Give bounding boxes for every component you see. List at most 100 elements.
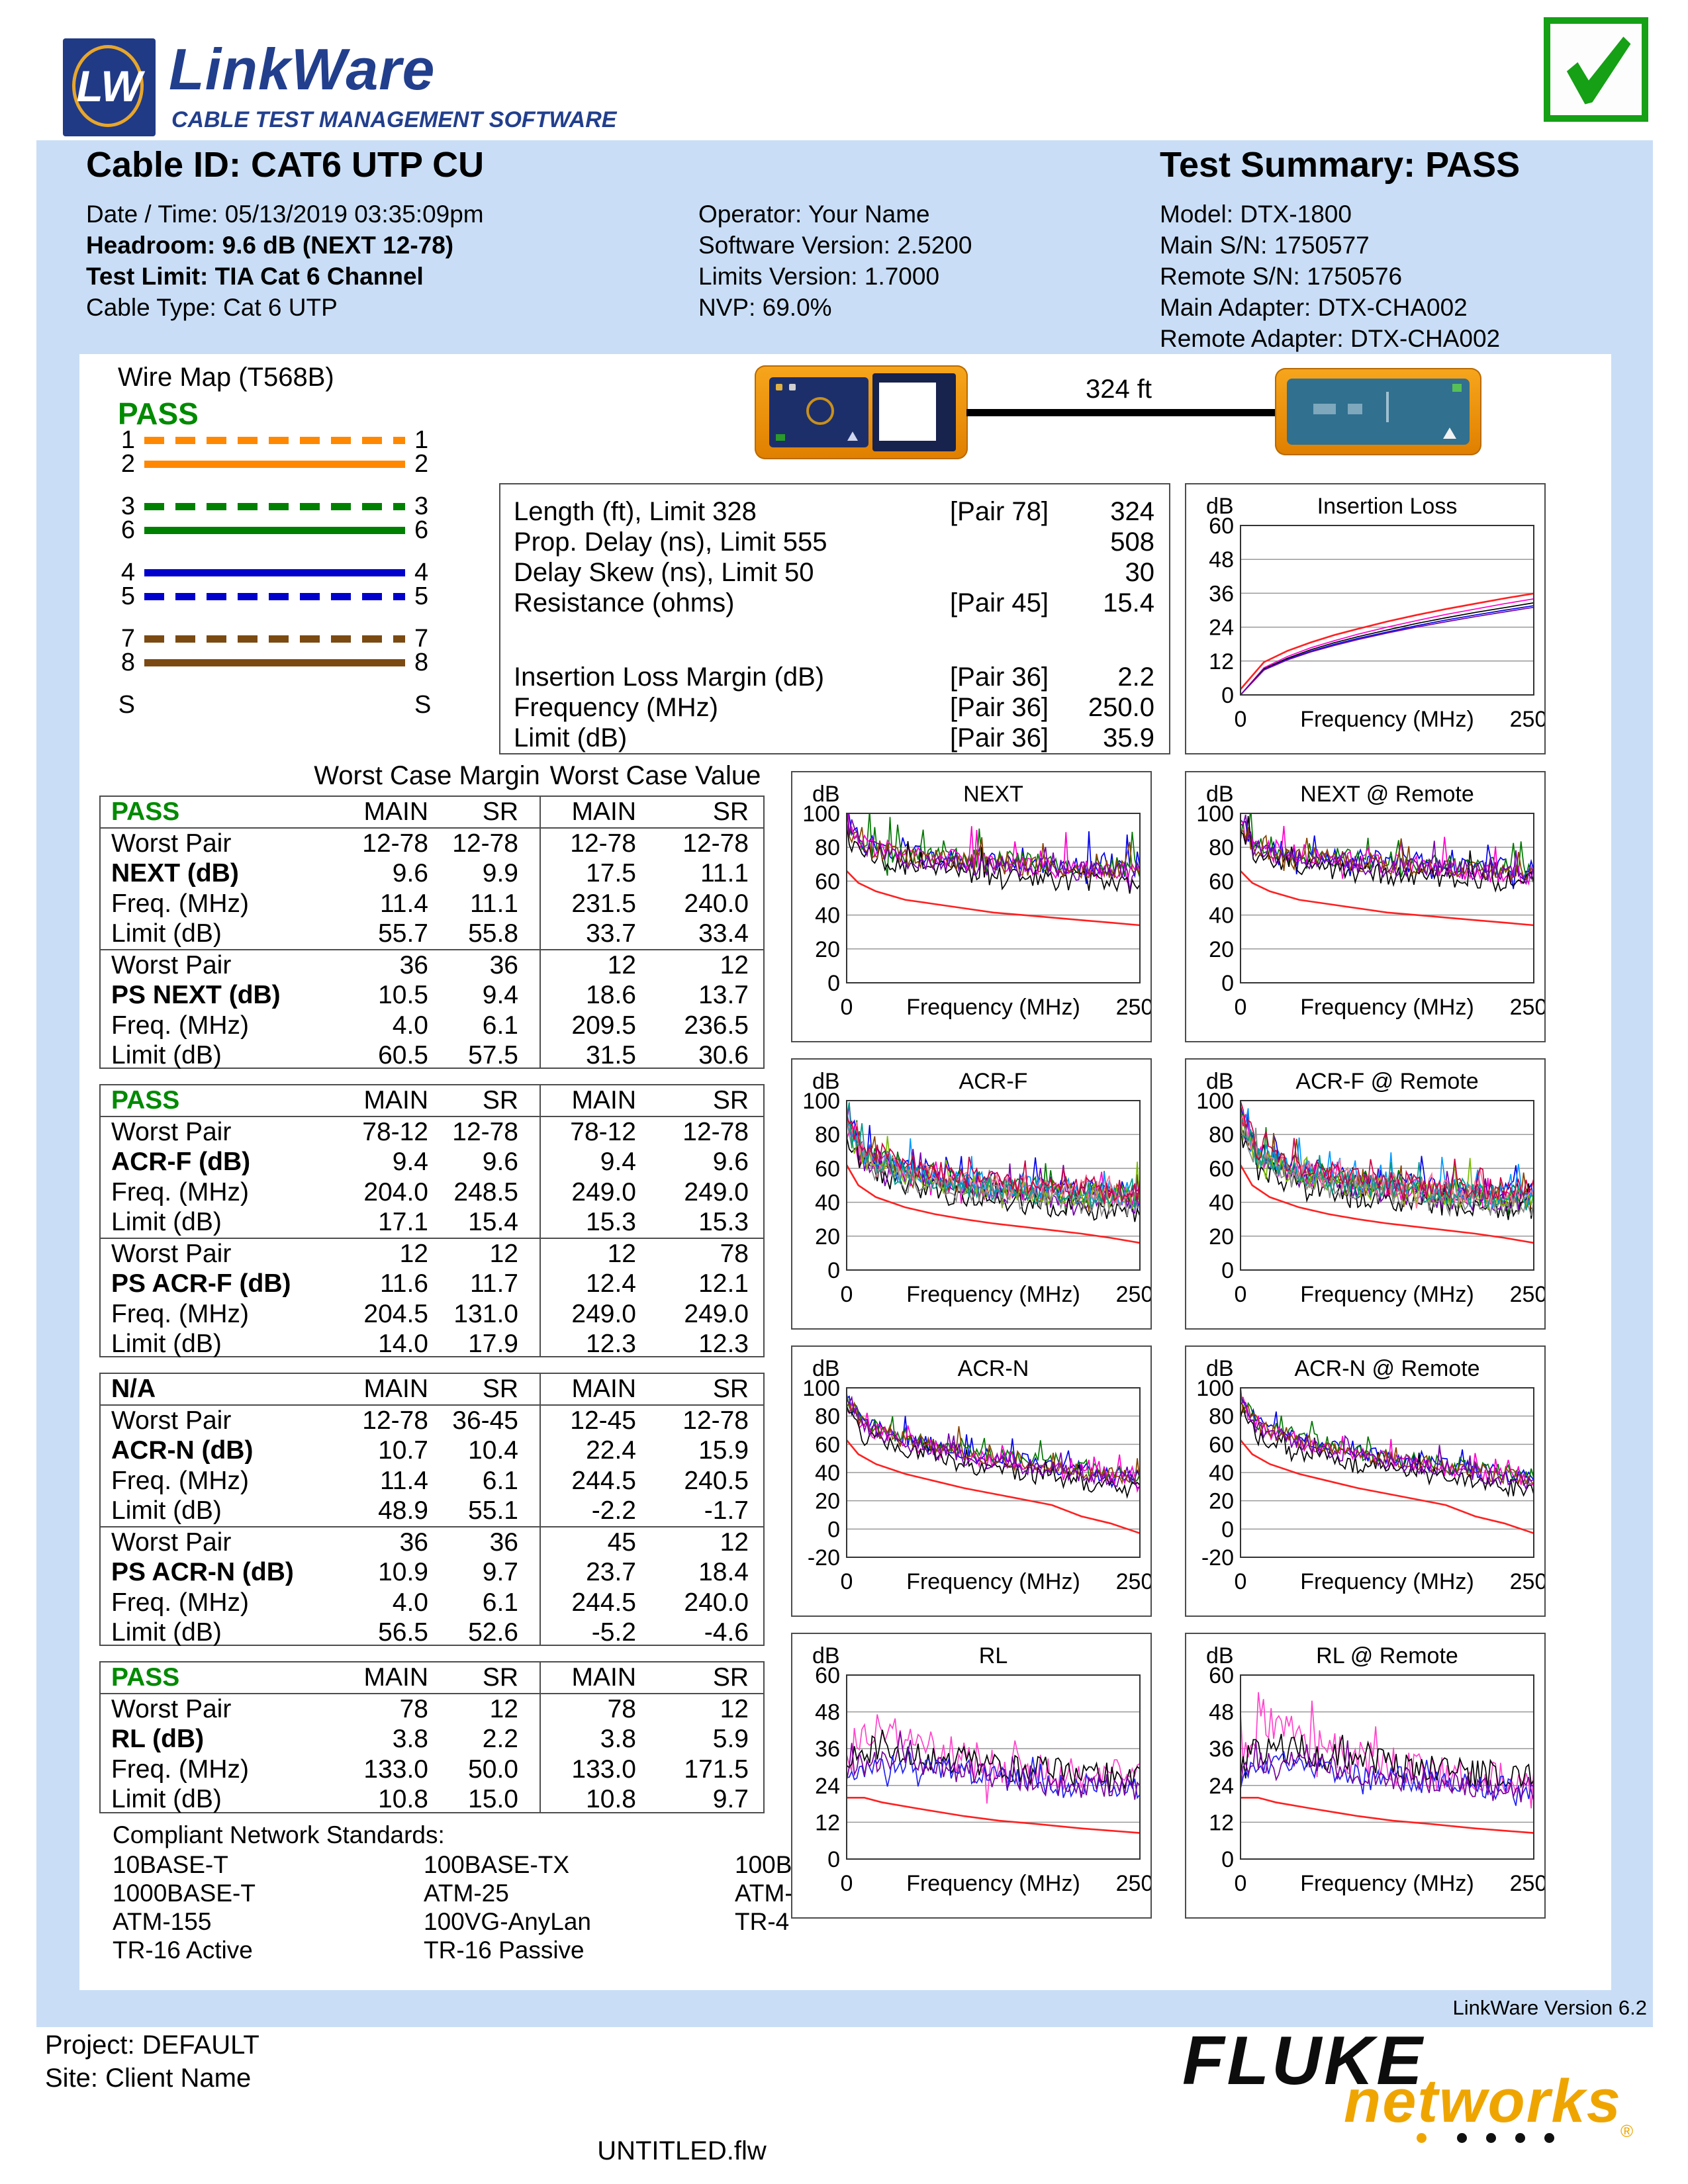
cell: 60.5 (378, 1041, 428, 1070)
row-label: Worst Pair (111, 950, 232, 979)
cell: 30.6 (698, 1041, 749, 1070)
svg-text:60: 60 (815, 1156, 840, 1181)
svg-text:ACR-F: ACR-F (959, 1069, 1028, 1094)
worst-case-value-header: Worst Case Value (549, 761, 761, 790)
svg-text:dB: dB (812, 782, 840, 807)
cell: 78 (720, 1239, 749, 1268)
svg-text:80: 80 (1209, 835, 1234, 860)
length-row-pair: [Pair 78] (950, 497, 1049, 526)
row-label: Worst Pair (111, 1527, 232, 1557)
cell: 204.0 (363, 1177, 428, 1206)
cell: 5.9 (712, 1725, 749, 1754)
cell: 3.8 (392, 1725, 428, 1754)
cell: 11.1 (700, 859, 749, 888)
length-row: Insertion Loss Margin (dB) [Pair 36] 2.2 (514, 662, 1154, 692)
svg-text:40: 40 (815, 1461, 840, 1486)
cell: 248.5 (453, 1177, 518, 1206)
cell: 12 (399, 1239, 428, 1268)
table-status: N/A (111, 1375, 156, 1403)
wire-line (144, 503, 405, 510)
row-label: Limit (dB) (111, 1785, 222, 1814)
cell: 23.7 (586, 1558, 636, 1587)
table-row: Freq. (MHz) 11.4 6.1 244.5 240.5 (101, 1466, 763, 1496)
row-label: Worst Pair (111, 1239, 232, 1268)
length-row-value: 508 (1110, 527, 1154, 557)
svg-text:ACR-N: ACR-N (958, 1356, 1029, 1381)
svg-text:0: 0 (841, 1282, 853, 1307)
link-cable-line (966, 409, 1275, 416)
table-header-row: PASS MAIN SR MAIN SR (101, 797, 763, 829)
table-row: Worst Pair 78 12 78 12 (101, 1694, 763, 1725)
length-row-value: 30 (1125, 558, 1155, 587)
wiremap-pin-left: 6 (120, 516, 135, 544)
length-row: Resistance (ohms) [Pair 45] 15.4 (514, 588, 1154, 618)
cell: 12-78 (682, 1406, 749, 1435)
cell: 12 (720, 1694, 749, 1723)
pass-checkmark-icon (1544, 17, 1648, 122)
linkware-logo: LW LinkWare CABLE TEST MANAGEMENT SOFTWA… (63, 36, 659, 138)
cell: 11.4 (379, 1466, 428, 1495)
svg-text:60: 60 (1209, 1432, 1234, 1457)
cell: 10.8 (586, 1785, 636, 1814)
cell: 9.6 (392, 859, 428, 888)
svg-text:0: 0 (841, 1871, 853, 1896)
length-row-label: Insertion Loss Margin (dB) (514, 662, 825, 692)
length-row-label: Prop. Delay (ns), Limit 555 (514, 527, 827, 557)
cell: 13.7 (698, 981, 749, 1010)
standard-item: TR-16 Active (113, 1936, 253, 1964)
worst-case-margin-header: Worst Case Margin (314, 761, 540, 790)
length-row-pair: [Pair 36] (950, 662, 1049, 692)
svg-text:100: 100 (802, 1376, 840, 1401)
svg-text:20: 20 (815, 1489, 840, 1514)
cell: 9.4 (392, 1148, 428, 1177)
length-row: Length (ft), Limit 328 [Pair 78] 324 (514, 496, 1154, 527)
row-label: NEXT (dB) (111, 859, 239, 888)
cell: 11.4 (379, 889, 428, 918)
length-row-value: 324 (1110, 497, 1154, 526)
row-label: ACR-N (dB) (111, 1436, 254, 1465)
linkware-logo-mark: LW (63, 38, 156, 136)
svg-text:60: 60 (815, 1663, 840, 1688)
svg-text:Frequency (MHz): Frequency (MHz) (1300, 707, 1474, 732)
cell: -1.7 (704, 1496, 749, 1525)
acrn-chart: ACR-N dB 100 80 60 40 20 0 -20 0 Frequency (MHz) 25… (791, 1345, 1152, 1617)
standard-item: 100VG-AnyLan (424, 1908, 592, 1935)
cell: 48.9 (378, 1496, 428, 1525)
cell: 240.0 (684, 1588, 749, 1617)
cell: 36 (399, 1527, 428, 1557)
wiremap-pin-left: 2 (120, 450, 135, 478)
cell: 78 (399, 1694, 428, 1723)
cell: 10.4 (468, 1436, 518, 1465)
row-label: Limit (dB) (111, 1496, 222, 1525)
cell: 249.0 (684, 1177, 749, 1206)
col-header: SR (712, 1663, 749, 1692)
remote-tester-graphic (1275, 368, 1481, 455)
insertion-loss-margin-group: Insertion Loss Margin (dB) [Pair 36] 2.2 Fr… (514, 662, 1154, 753)
wiremap-pin-right: 2 (414, 450, 429, 478)
table-row: Limit (dB) 48.9 55.1 -2.2 -1.7 (101, 1496, 763, 1527)
rl-remote-chart: RL @ Remote dB 60 48 36 24 12 0 0 Frequency (MHz)… (1185, 1633, 1546, 1919)
svg-text:40: 40 (815, 1191, 840, 1216)
cell: 12 (720, 1527, 749, 1557)
cell: 36-45 (452, 1406, 518, 1435)
svg-text:48: 48 (1209, 547, 1234, 572)
cell: 12-78 (362, 1406, 428, 1435)
svg-text:40: 40 (1209, 1461, 1234, 1486)
info-line: NVP: 69.0% (698, 294, 832, 321)
cell: 12-78 (362, 829, 428, 858)
cell: 12.3 (586, 1330, 636, 1359)
row-label: Freq. (MHz) (111, 889, 249, 918)
col-header: MAIN (571, 1086, 637, 1115)
acrf-results-table: PASS MAIN SR MAIN SR Worst Pair 78-12 12-78 78-1… (99, 1084, 765, 1359)
linkware-version-label: LinkWare Version 6.2 (1452, 1996, 1647, 2019)
standard-item: ATM-25 (424, 1880, 509, 1907)
cell: 55.7 (378, 919, 428, 948)
length-row-pair: [Pair 45] (950, 588, 1049, 617)
table-row: Freq. (MHz) 204.5 131.0 249.0 249.0 (101, 1299, 763, 1330)
table-row: Limit (dB) 10.8 15.0 10.8 9.7 (101, 1785, 763, 1815)
table-row: Freq. (MHz) 11.4 11.1 231.5 240.0 (101, 889, 763, 919)
